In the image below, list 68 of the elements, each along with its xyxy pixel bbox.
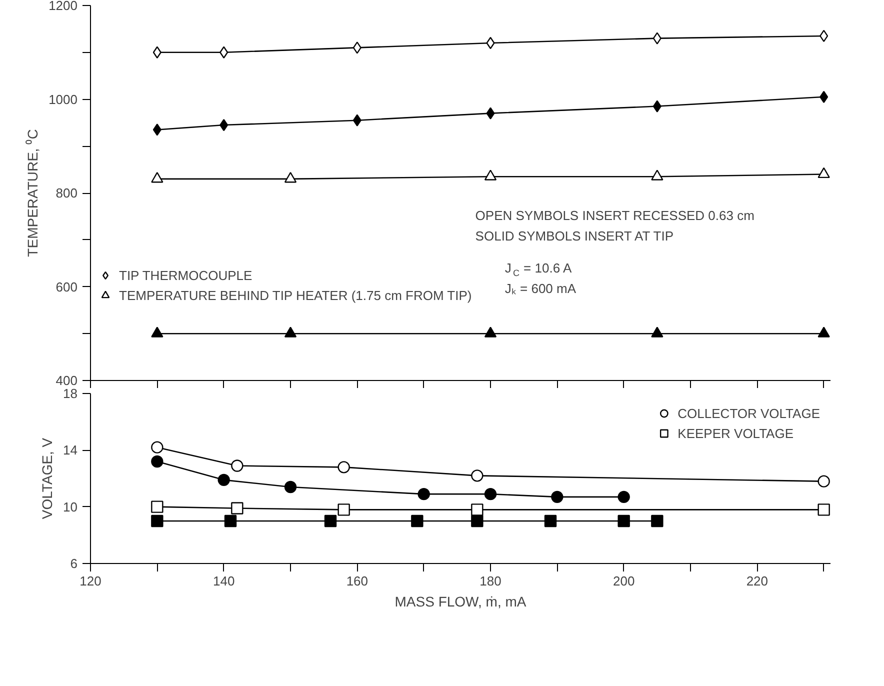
point xyxy=(151,172,164,183)
point xyxy=(618,490,630,504)
point xyxy=(651,326,664,338)
annotation: SOLID SYMBOLS INSERT AT TIP xyxy=(475,228,674,244)
point xyxy=(284,172,297,183)
point xyxy=(324,514,337,528)
point xyxy=(471,504,484,516)
point xyxy=(486,107,495,120)
y-axis-title: VOLTAGE, V xyxy=(39,437,56,520)
point xyxy=(818,326,830,338)
y-axis-title: TEMPERATURE, ⁰C xyxy=(24,129,41,257)
point xyxy=(471,514,484,528)
point xyxy=(338,504,350,516)
x-tick-label: 140 xyxy=(212,574,235,588)
point xyxy=(224,514,237,528)
point xyxy=(218,474,230,486)
point xyxy=(818,475,830,488)
point xyxy=(151,326,164,338)
y-tick-label: 10 xyxy=(63,499,78,514)
point xyxy=(411,514,424,528)
point xyxy=(151,500,164,513)
point xyxy=(152,124,162,136)
point xyxy=(652,32,662,44)
y-tick-label: 14 xyxy=(63,442,78,458)
point xyxy=(484,326,497,338)
point xyxy=(231,502,244,514)
y-tick-label: 800 xyxy=(56,186,78,200)
legend-label: COLLECTOR VOLTAGE xyxy=(678,406,820,420)
x-tick-label: 200 xyxy=(612,574,635,588)
point xyxy=(151,514,164,528)
x-axis-title: MASS FLOW, ṁ, mA xyxy=(394,594,527,610)
x-tick-label: 160 xyxy=(346,574,368,588)
point xyxy=(352,42,362,54)
y-tick-label: 6 xyxy=(70,556,78,571)
point xyxy=(484,488,497,500)
legend-label: KEEPER VOLTAGE xyxy=(678,426,794,440)
point xyxy=(471,470,484,482)
y-tick-label: 1200 xyxy=(48,0,78,13)
point xyxy=(152,46,162,58)
y-tick-label: 400 xyxy=(56,373,78,388)
point xyxy=(551,490,564,504)
legend-label: TIP THERMOCOUPLE xyxy=(119,268,252,282)
point xyxy=(818,167,830,178)
y-tick-label: 1000 xyxy=(48,92,78,107)
point xyxy=(484,170,497,180)
point xyxy=(284,326,297,338)
point xyxy=(220,46,228,58)
point xyxy=(338,461,350,474)
point xyxy=(284,480,297,494)
point xyxy=(231,460,244,472)
x-tick-label: 120 xyxy=(80,574,102,588)
x-tick-label: 220 xyxy=(746,574,768,588)
point xyxy=(151,455,164,468)
annotation: Jₖ = 600 mA xyxy=(504,281,576,296)
point xyxy=(352,114,362,126)
point xyxy=(818,504,830,516)
point xyxy=(544,514,557,528)
point xyxy=(418,488,430,500)
point xyxy=(651,170,664,180)
y-tick-label: 18 xyxy=(63,386,78,401)
point xyxy=(651,514,664,528)
point xyxy=(151,441,164,454)
y-tick-label: 600 xyxy=(56,279,78,294)
legend-label: TEMPERATURE BEHIND TIP HEATER (1.75 cm FROM TIP) xyxy=(119,288,472,302)
point xyxy=(652,100,662,112)
x-tick-label: 180 xyxy=(480,574,502,588)
annotation: OPEN SYMBOLS INSERT RECESSED 0.63 cm xyxy=(475,208,754,223)
point xyxy=(618,514,630,528)
